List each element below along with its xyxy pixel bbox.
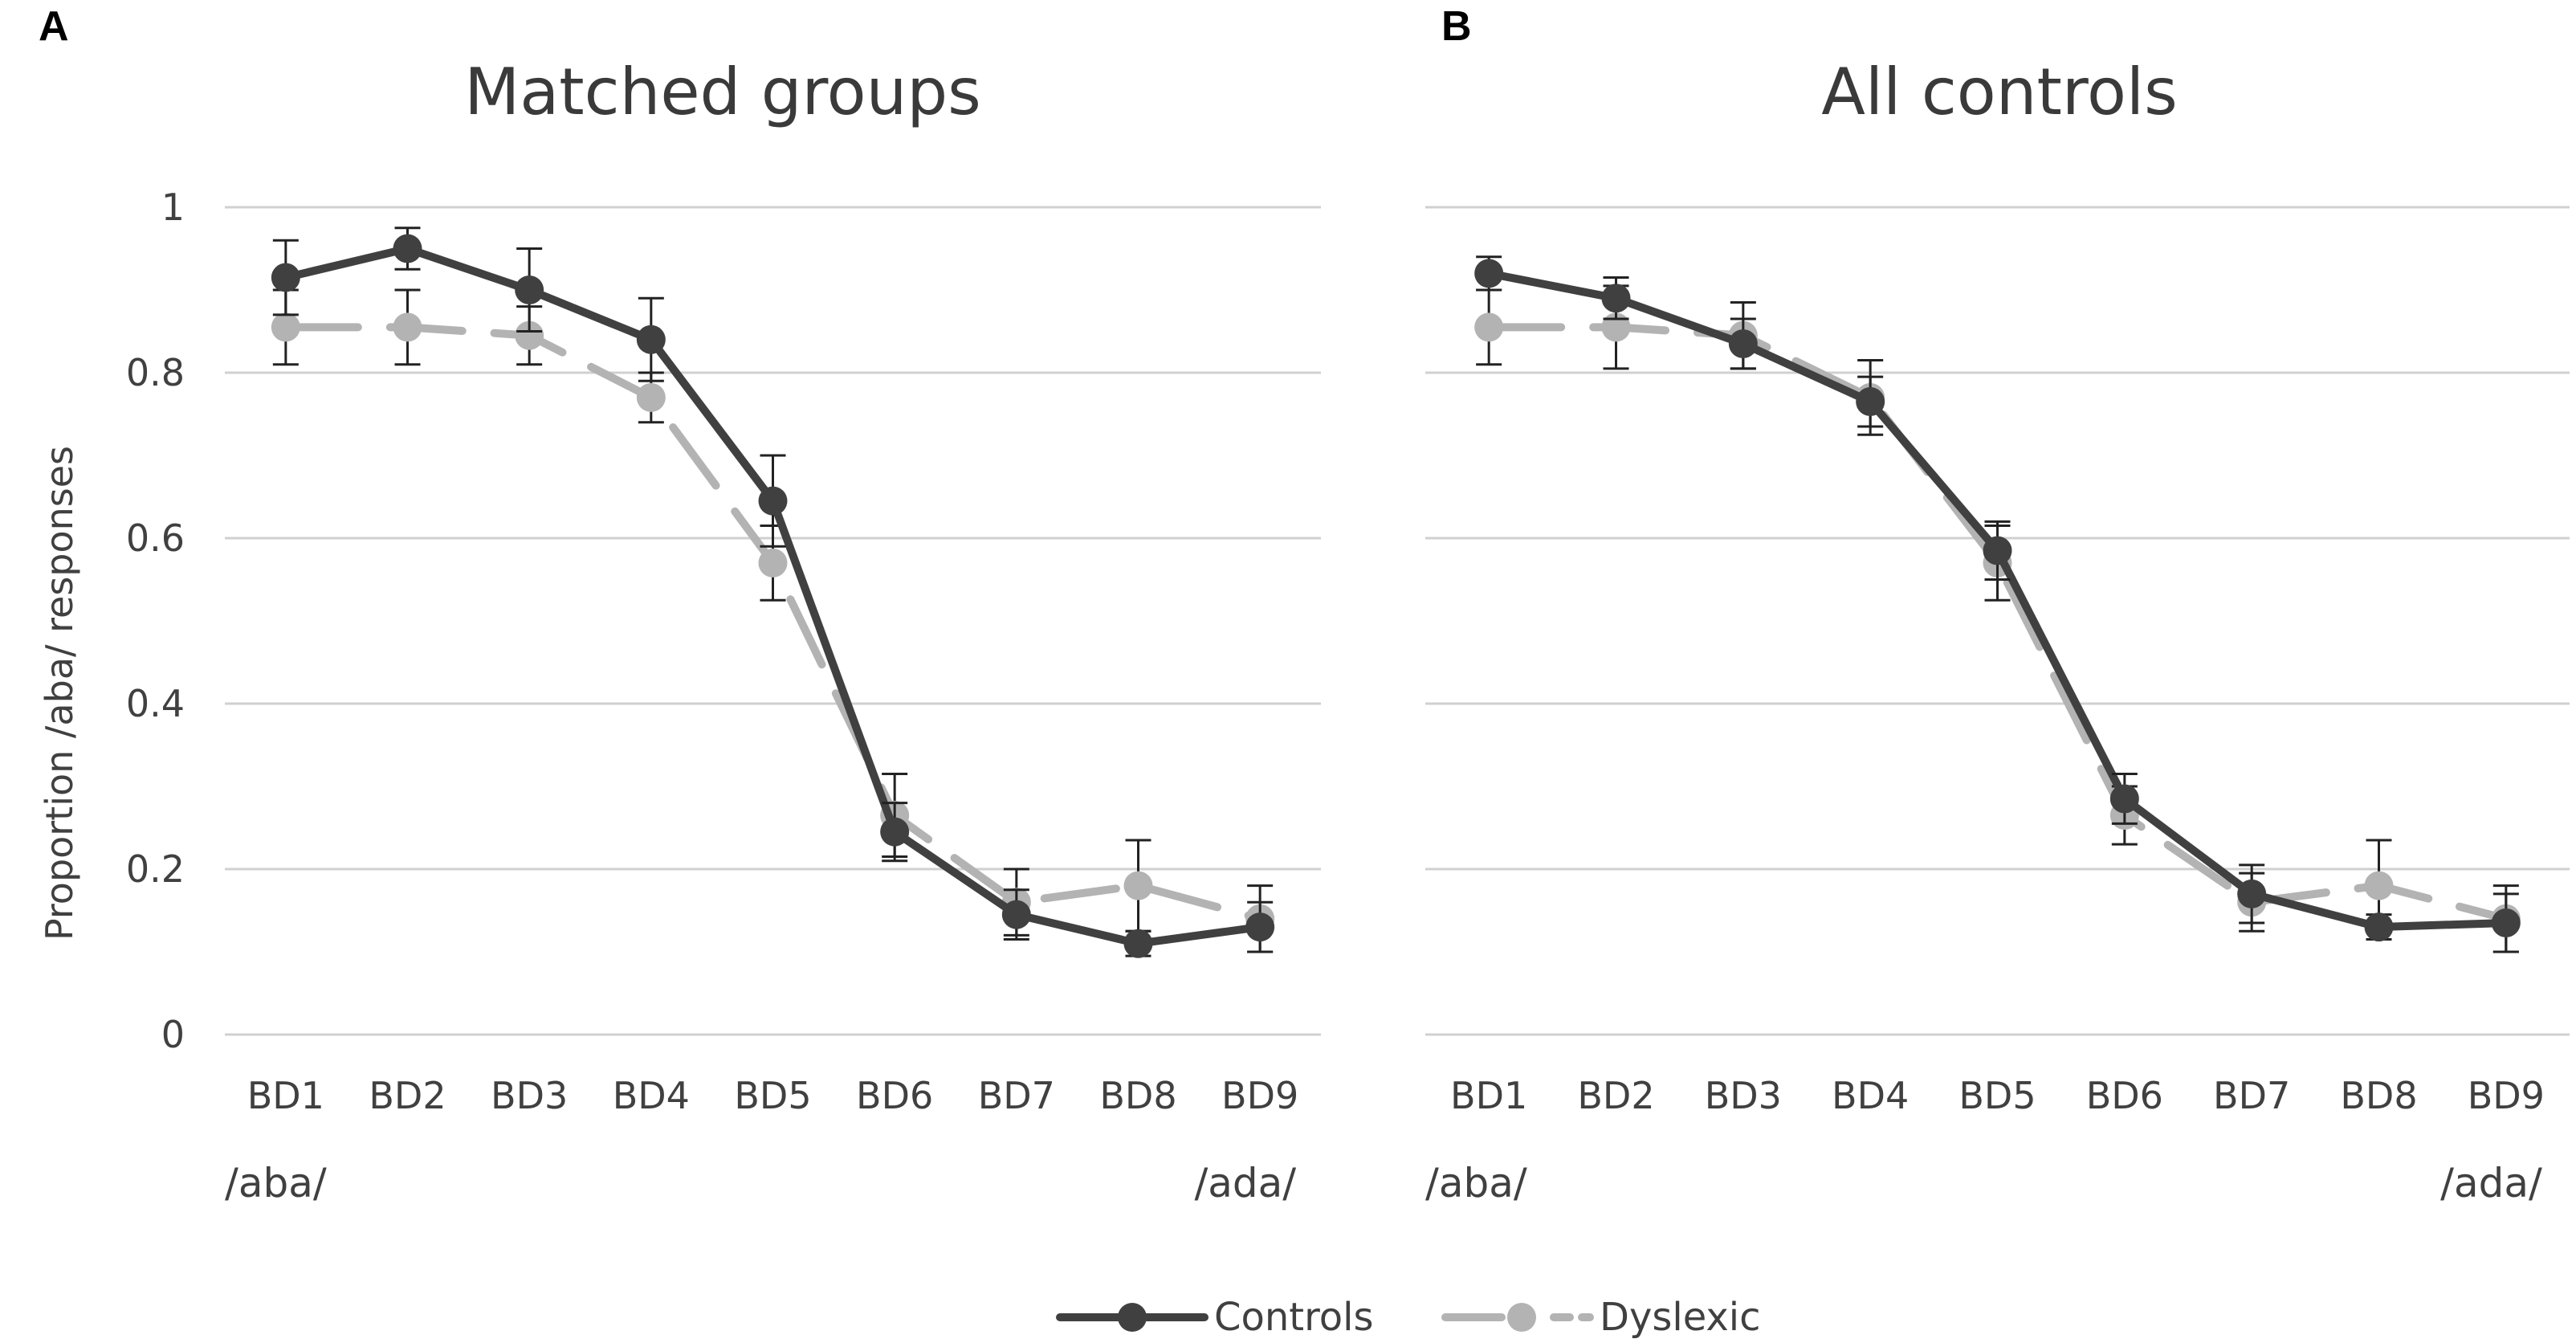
x-tick-label: BD2: [1577, 1074, 1654, 1117]
point-dyslexic: [271, 312, 300, 342]
end-label-left: /aba/: [225, 1160, 327, 1206]
y-axis-label: Proportion /aba/ responses: [38, 446, 81, 941]
legend: Controls Dyslexic: [1056, 1295, 1761, 1340]
y-tick-label: 0.4: [126, 682, 185, 725]
x-tick-label: BD1: [247, 1074, 324, 1117]
point-controls: [1245, 912, 1275, 942]
point-controls: [1601, 284, 1631, 313]
point-controls: [1474, 259, 1504, 288]
y-tick-label: 1: [161, 186, 185, 229]
point-controls: [880, 817, 910, 847]
x-tick-label: BD6: [2086, 1074, 2163, 1117]
point-dyslexic: [515, 320, 544, 350]
x-tick-label: BD6: [856, 1074, 933, 1117]
y-tick-label: 0.8: [126, 351, 185, 394]
x-tick-label: BD8: [1099, 1074, 1176, 1117]
point-controls: [393, 234, 422, 263]
point-controls: [1123, 929, 1153, 958]
point-controls: [271, 263, 300, 292]
x-tick-label: BD9: [2468, 1074, 2545, 1117]
x-tick-label: BD3: [491, 1074, 568, 1117]
x-tick-label: BD4: [1832, 1074, 1909, 1117]
point-controls: [2237, 879, 2267, 908]
point-dyslexic: [2364, 871, 2394, 900]
x-tick-label: BD8: [2340, 1074, 2417, 1117]
point-dyslexic: [393, 312, 422, 342]
panel-b: B All controls BD1 BD2 BD3 BD4 BD5 BD6 BD7 BD8 BD9…: [1425, 3, 2570, 1206]
chart-title: All controls: [1821, 55, 2178, 129]
x-tick-label: BD2: [369, 1074, 446, 1117]
legend-controls-marker: [1118, 1303, 1147, 1332]
x-tick-label: BD7: [2213, 1074, 2290, 1117]
point-controls: [636, 325, 666, 354]
panel-letter: B: [1441, 3, 1472, 50]
x-tick-label: BD9: [1221, 1074, 1298, 1117]
point-controls: [1856, 387, 1885, 417]
point-controls: [1001, 900, 1031, 929]
x-tick-label: BD3: [1705, 1074, 1782, 1117]
point-dyslexic: [758, 548, 788, 578]
point-controls: [758, 486, 788, 516]
point-dyslexic: [1123, 871, 1153, 900]
legend-dyslexic-label: Dyslexic: [1600, 1295, 1761, 1340]
legend-controls-label: Controls: [1214, 1295, 1374, 1340]
x-tick-label: BD5: [1958, 1074, 2036, 1117]
x-tick-label: BD4: [613, 1074, 690, 1117]
point-dyslexic: [636, 382, 666, 412]
y-tick-label: 0: [161, 1013, 185, 1056]
x-tick-label: BD7: [978, 1074, 1055, 1117]
chart-title: Matched groups: [464, 55, 981, 129]
point-controls: [2491, 908, 2521, 937]
x-tick-label: BD5: [734, 1074, 811, 1117]
y-tick-label: 0.6: [126, 516, 185, 560]
x-tick-label: BD1: [1450, 1074, 1527, 1117]
point-dyslexic: [1474, 312, 1504, 342]
end-label-left: /aba/: [1425, 1160, 1527, 1206]
panel-letter: A: [39, 3, 69, 50]
point-controls: [1728, 329, 1758, 358]
end-label-right: /ada/: [2440, 1160, 2542, 1206]
point-controls: [2109, 784, 2139, 814]
point-controls: [515, 276, 544, 304]
end-label-right: /ada/: [1194, 1160, 1296, 1206]
series-line-dyslexic: [281, 323, 1265, 923]
series-line-dyslexic: [1485, 323, 2510, 923]
panel-a: A Matched groups 0 0.2 0.4 0.6 0.8 1 Proportion …: [38, 3, 1321, 1206]
point-controls: [1983, 536, 2012, 565]
y-tick-label: 0.2: [126, 847, 185, 891]
legend-dyslexic-marker: [1507, 1303, 1536, 1332]
point-controls: [2364, 912, 2394, 942]
